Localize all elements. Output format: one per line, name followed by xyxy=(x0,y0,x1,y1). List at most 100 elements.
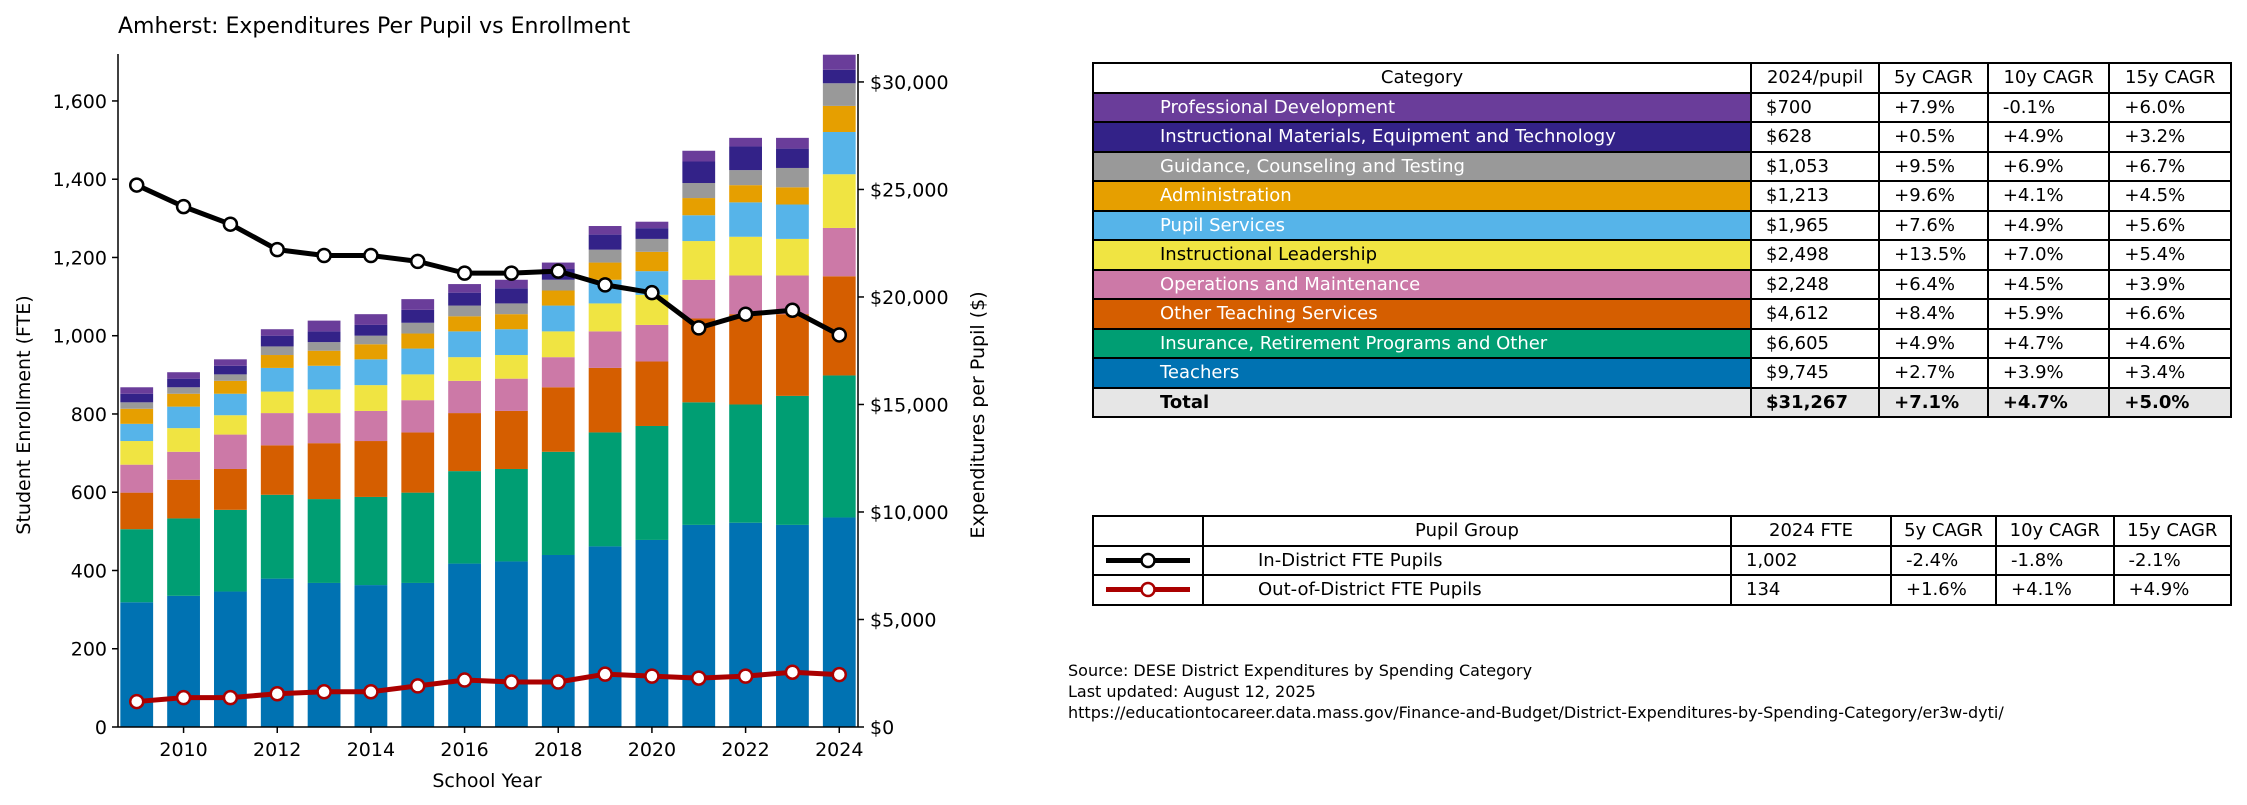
bar-segment xyxy=(214,380,247,394)
line-point xyxy=(691,320,707,336)
bars xyxy=(120,54,856,727)
x-tick-label: 2024 xyxy=(815,739,863,761)
bar-segment xyxy=(776,167,809,188)
category-cell: Instructional Leadership xyxy=(1092,239,1752,271)
left-tick-label: 1,400 xyxy=(53,169,107,191)
bar-segment xyxy=(448,284,481,293)
bar-segment xyxy=(401,348,435,375)
bar-segment xyxy=(822,375,856,518)
category-cell: Pupil Services xyxy=(1092,209,1752,241)
bar-segment xyxy=(260,391,294,414)
bar-segment xyxy=(401,432,435,493)
per-pupil-cell: $1,053 xyxy=(1749,150,1881,182)
bar-segment xyxy=(307,582,341,727)
spending-table-header: Category 2024/pupil 5y CAGR 10y CAGR 15y… xyxy=(1092,62,2232,94)
bar-segment xyxy=(495,329,528,356)
category-cell: Operations and Maintenance xyxy=(1092,268,1752,300)
pupil-group-cell: Out-of-District FTE Pupils xyxy=(1202,574,1732,606)
bar-segment xyxy=(682,161,716,184)
bar-segment xyxy=(354,324,388,336)
category-cell: Insurance, Retirement Programs and Other xyxy=(1092,327,1752,359)
bar-segment xyxy=(214,509,247,592)
cagr-15y-cell: +4.9% xyxy=(2112,574,2233,606)
header-per-pupil: 2024/pupil xyxy=(1749,62,1881,94)
bar-segment xyxy=(214,393,247,416)
bar-segment xyxy=(776,137,809,149)
bar-segment xyxy=(307,331,341,343)
bar-segment xyxy=(776,187,809,205)
cagr-10y-cell: +4.7% xyxy=(1986,386,2111,418)
right-tick-label: $25,000 xyxy=(870,179,949,201)
bar-segment xyxy=(588,432,622,547)
per-pupil-cell: $4,612 xyxy=(1749,298,1881,330)
bar-segment xyxy=(448,413,481,472)
bar-segment xyxy=(167,518,200,596)
table-row: Administration $1,213 +9.6% +4.1% +4.5% xyxy=(1092,180,2232,212)
bar-segment xyxy=(401,582,435,727)
bar-segment xyxy=(448,305,481,317)
bar-segment xyxy=(260,494,294,579)
table-row: Pupil Services $1,965 +7.6% +4.9% +5.6% xyxy=(1092,209,2232,241)
lines xyxy=(128,177,848,710)
line-point xyxy=(222,689,239,706)
per-pupil-cell: $1,213 xyxy=(1749,180,1881,212)
bar-segment xyxy=(729,314,762,405)
line-point xyxy=(784,664,801,680)
bar-segment xyxy=(260,346,294,356)
left-axis-label: Student Enrollment (FTE) xyxy=(13,295,35,534)
bar-segment xyxy=(776,148,809,168)
bar-segment xyxy=(401,322,435,334)
cagr-15y-cell: +5.6% xyxy=(2108,209,2232,241)
bar-segment xyxy=(729,202,762,237)
bar-segment xyxy=(776,314,809,396)
bar-segment xyxy=(635,251,669,272)
bar-segment xyxy=(307,413,341,444)
bar-segment xyxy=(307,443,341,500)
bar-segment xyxy=(214,415,247,435)
line-point xyxy=(456,265,473,281)
bar-segment xyxy=(167,387,200,394)
bar-segment xyxy=(635,425,669,540)
bar-segment xyxy=(401,309,435,323)
cagr-15y-cell: -2.1% xyxy=(2112,544,2233,576)
table-row: Out-of-District FTE Pupils 134 +1.6% +4.1% +… xyxy=(1092,574,2233,606)
cagr-5y-cell: +13.5% xyxy=(1878,239,1989,271)
bar-segment xyxy=(588,262,622,280)
line-point xyxy=(269,685,285,702)
cagr-15y-cell: +5.0% xyxy=(2108,386,2232,418)
bar-segment xyxy=(729,236,762,276)
fte-cell: 134 xyxy=(1730,574,1892,606)
bar-segment xyxy=(541,451,575,555)
cagr-5y-cell: +2.7% xyxy=(1878,357,1989,389)
bar-segment xyxy=(401,333,435,349)
bar-segment xyxy=(307,499,341,583)
right-tick-label: $0 xyxy=(870,717,894,739)
bar-segment xyxy=(541,305,575,332)
bar-segment xyxy=(682,402,716,525)
bar-segment xyxy=(120,408,154,424)
bar-segment xyxy=(260,335,294,347)
bar-segment xyxy=(682,279,716,319)
bar-segment xyxy=(682,150,716,162)
pupil-table-header: Pupil Group 2024 FTE 5y CAGR 10y CAGR 15… xyxy=(1092,515,2233,547)
bar-segment xyxy=(354,441,388,497)
left-tick-label: 0 xyxy=(95,717,107,739)
bar-segment xyxy=(495,561,528,727)
cagr-5y-cell: +0.5% xyxy=(1878,121,1989,153)
table-row: Professional Development $700 +7.9% -0.1% +6… xyxy=(1092,91,2232,123)
left-tick-label: 1,000 xyxy=(53,326,107,348)
cagr-5y-cell: +4.9% xyxy=(1878,327,1989,359)
right-tick-label: $10,000 xyxy=(870,502,949,524)
bar-segment xyxy=(260,355,294,368)
x-tick-label: 2022 xyxy=(721,739,769,761)
bar-segment xyxy=(495,279,528,289)
cagr-15y-cell: +3.9% xyxy=(2108,268,2232,300)
header-5y-cagr: 5y CAGR xyxy=(1889,515,1998,547)
line-point xyxy=(363,247,379,264)
line-point xyxy=(409,678,426,694)
bar-segment xyxy=(354,359,388,386)
bar-segment xyxy=(822,131,856,175)
cagr-5y-cell: +9.5% xyxy=(1878,150,1989,182)
bar-segment xyxy=(401,299,435,310)
table-row: Instructional Materials, Equipment and T… xyxy=(1092,121,2232,153)
